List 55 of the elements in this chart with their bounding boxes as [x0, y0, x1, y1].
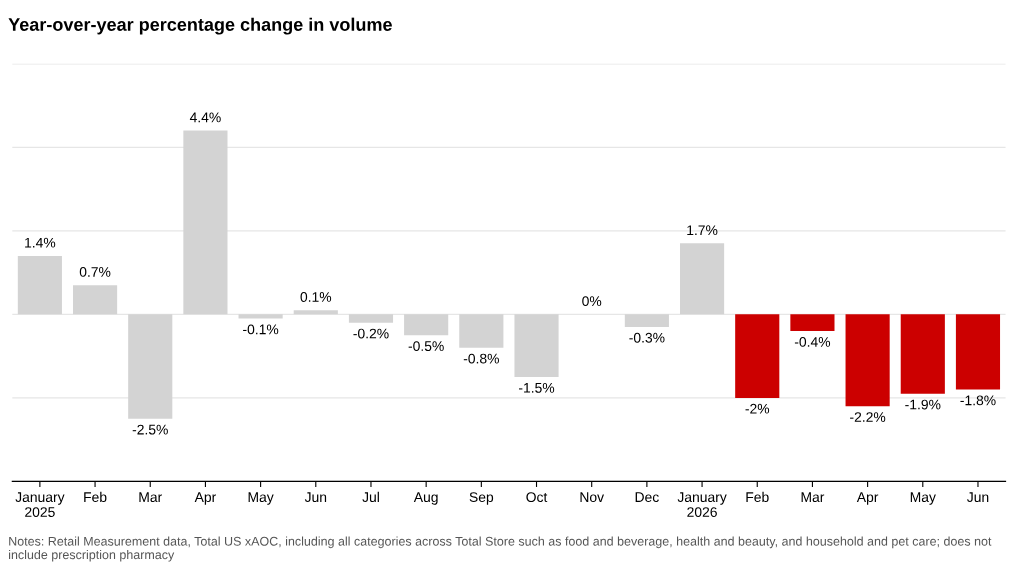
bar [679, 243, 725, 315]
data-label: -0.3% [629, 332, 665, 343]
x-tick-label: Jun [967, 492, 989, 503]
x-tick-label: January 2025 [15, 492, 65, 517]
data-label: -0.5% [408, 341, 444, 351]
x-tick-label: Feb [746, 491, 769, 503]
bar [238, 314, 283, 319]
bar [624, 314, 669, 327]
data-label: 0.1% [300, 292, 332, 302]
data-label: 0% [582, 296, 602, 307]
bar [955, 314, 1001, 390]
x-tick-label: Jun [304, 492, 327, 503]
data-label: -2.2% [850, 412, 886, 422]
data-label: -1.5% [519, 382, 555, 393]
data-label: -2.5% [132, 424, 168, 435]
x-tick-label: Mar [801, 492, 825, 503]
bar [845, 314, 890, 407]
bar [348, 314, 394, 323]
data-label: -1.8% [960, 395, 996, 406]
bar [790, 314, 835, 332]
x-tick-label: Sep [469, 492, 494, 505]
bar [735, 314, 780, 398]
bar [128, 314, 173, 419]
data-label: -0.4% [794, 336, 831, 347]
text: Notes: Retail Measurement data, Total US xAOC, including all categories across Total Store such as food and beverage, health and beauty, and household and pet care; does not include prescription pharmacy [9, 536, 992, 562]
x-tick-label: Dec [635, 492, 659, 503]
bar [17, 255, 62, 315]
data-label: -0.8% [463, 353, 499, 364]
bar [293, 310, 338, 315]
data-label: 1.7% [687, 225, 718, 236]
bar [459, 314, 504, 348]
x-tick-label: Aug [413, 492, 438, 505]
x-tick-label: Jul [362, 491, 379, 503]
bar [72, 285, 118, 315]
data-label: -0.1% [243, 324, 279, 335]
data-label: 1.4% [25, 237, 56, 248]
x-tick-label: Oct [526, 492, 548, 503]
bar [900, 314, 945, 394]
x-tick-label: January 2026 [677, 492, 727, 517]
x-tick-label: May [910, 492, 936, 505]
data-label: -1.9% [905, 399, 941, 410]
bar [183, 130, 228, 315]
x-tick-label: Nov [580, 492, 604, 503]
data-label: 0.7% [79, 266, 111, 277]
chart-title: Year-over-year percentage change in volume [8, 17, 392, 35]
x-tick-label: Apr [856, 492, 879, 505]
bar [404, 314, 449, 336]
x-tick-label: Mar [139, 492, 162, 503]
x-tick-label: May [248, 492, 274, 505]
x-tick-label: Apr [194, 492, 216, 505]
x-tick-label: Feb [84, 491, 107, 503]
data-label: -2% [745, 403, 770, 414]
data-label: -0.2% [353, 328, 389, 339]
data-label: 4.4% [189, 112, 221, 123]
bar [514, 314, 559, 377]
